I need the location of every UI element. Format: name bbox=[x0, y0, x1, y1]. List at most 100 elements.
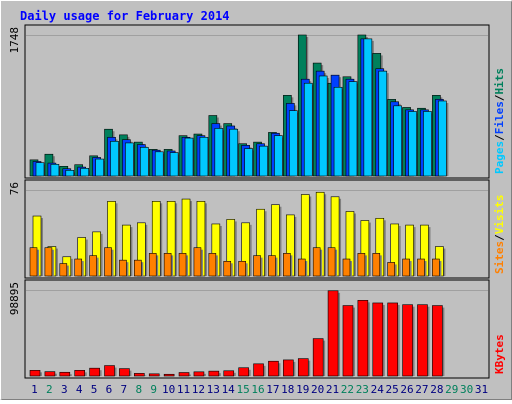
bar-pages-day-6 bbox=[111, 141, 119, 176]
x-tick-label-day-4: 4 bbox=[76, 383, 83, 396]
x-tick-label-day-3: 3 bbox=[61, 383, 68, 396]
legend-item-visits_sites-2: Visits bbox=[493, 195, 506, 235]
bar-kbytes-day-9 bbox=[149, 374, 159, 376]
legend-item-hits_files_pages-4: Hits bbox=[493, 68, 506, 95]
bar-kbytes-day-13 bbox=[209, 371, 219, 376]
bar-kbytes-day-5 bbox=[90, 368, 100, 376]
legend-item-hits_files_pages-2: Files bbox=[493, 101, 506, 134]
x-tick-label-day-9: 9 bbox=[150, 383, 157, 396]
bar-sites-day-1 bbox=[30, 248, 37, 276]
x-tick-label-day-15: 15 bbox=[236, 383, 249, 396]
bar-kbytes-day-18 bbox=[283, 360, 293, 376]
bar-sites-day-12 bbox=[194, 248, 201, 276]
bar-sites-day-7 bbox=[119, 260, 126, 276]
bar-kbytes-day-27 bbox=[417, 305, 427, 376]
bar-kbytes-day-19 bbox=[298, 359, 308, 376]
bar-pages-day-21 bbox=[334, 87, 342, 176]
bar-sites-day-2 bbox=[45, 248, 52, 276]
bar-sites-day-19 bbox=[298, 259, 305, 276]
bar-sites-day-6 bbox=[105, 248, 112, 276]
bar-pages-day-25 bbox=[394, 106, 402, 176]
bar-kbytes-day-11 bbox=[179, 373, 189, 376]
bar-pages-day-20 bbox=[319, 76, 327, 176]
x-tick-label-day-18: 18 bbox=[281, 383, 294, 396]
bar-sites-day-22 bbox=[343, 259, 350, 276]
bar-sites-day-4 bbox=[75, 259, 82, 276]
bar-sites-day-17 bbox=[268, 256, 275, 276]
bar-pages-day-26 bbox=[409, 111, 417, 176]
bar-pages-day-28 bbox=[438, 101, 446, 176]
bar-pages-day-15 bbox=[245, 149, 253, 176]
x-tick-label-day-23: 23 bbox=[356, 383, 369, 396]
bar-sites-day-8 bbox=[134, 260, 141, 276]
bar-kbytes-day-24 bbox=[373, 303, 383, 376]
legend-item-visits_sites-0: Sites bbox=[493, 241, 506, 274]
bar-kbytes-day-8 bbox=[134, 373, 144, 376]
bar-sites-day-13 bbox=[209, 253, 216, 276]
bar-sites-day-15 bbox=[239, 261, 246, 276]
bar-pages-day-12 bbox=[200, 137, 208, 176]
x-tick-label-day-26: 26 bbox=[400, 383, 413, 396]
bar-pages-day-18 bbox=[289, 111, 297, 176]
bar-kbytes-day-2 bbox=[45, 372, 55, 376]
x-tick-label-day-24: 24 bbox=[371, 383, 385, 396]
x-tick-label-day-2: 2 bbox=[46, 383, 53, 396]
x-tick-label-day-29: 29 bbox=[445, 383, 458, 396]
x-tick-label-day-6: 6 bbox=[106, 383, 113, 396]
bar-pages-day-17 bbox=[274, 136, 282, 176]
x-tick-label-day-19: 19 bbox=[296, 383, 309, 396]
bar-pages-day-1 bbox=[36, 163, 44, 176]
ymax-label-kbytes: 98895 bbox=[8, 282, 21, 315]
bar-kbytes-day-10 bbox=[164, 374, 174, 376]
bar-sites-day-24 bbox=[373, 253, 380, 276]
bar-kbytes-day-12 bbox=[194, 372, 204, 376]
bar-kbytes-day-3 bbox=[60, 372, 70, 376]
bar-sites-day-18 bbox=[283, 253, 290, 276]
legend-item-kbytes-0: KBytes bbox=[493, 334, 506, 374]
bar-pages-day-7 bbox=[125, 143, 133, 176]
ymax-label-visits_sites: 76 bbox=[8, 182, 21, 195]
x-tick-label-day-16: 16 bbox=[251, 383, 264, 396]
bar-kbytes-day-16 bbox=[254, 364, 264, 376]
bar-pages-day-11 bbox=[185, 138, 193, 176]
x-tick-label-day-22: 22 bbox=[341, 383, 354, 396]
bar-sites-day-16 bbox=[254, 256, 261, 276]
bar-kbytes-day-21 bbox=[328, 291, 338, 376]
bar-sites-day-3 bbox=[60, 264, 67, 276]
bar-kbytes-day-14 bbox=[224, 371, 234, 376]
x-tick-label-day-1: 1 bbox=[31, 383, 38, 396]
x-tick-label-day-13: 13 bbox=[207, 383, 220, 396]
bar-sites-day-27 bbox=[417, 259, 424, 276]
bar-pages-day-27 bbox=[423, 111, 431, 176]
bar-pages-day-8 bbox=[140, 147, 148, 176]
bar-kbytes-day-1 bbox=[30, 370, 40, 376]
bar-pages-day-14 bbox=[230, 129, 238, 176]
x-tick-label-day-5: 5 bbox=[91, 383, 98, 396]
bar-kbytes-day-7 bbox=[119, 369, 129, 376]
bar-kbytes-day-22 bbox=[343, 306, 353, 376]
bar-sites-day-5 bbox=[90, 256, 97, 276]
bar-sites-day-9 bbox=[149, 253, 156, 276]
bar-kbytes-day-25 bbox=[388, 303, 398, 376]
bar-sites-day-26 bbox=[403, 259, 410, 276]
bar-sites-day-10 bbox=[164, 253, 171, 276]
bar-pages-day-4 bbox=[81, 168, 89, 176]
bar-kbytes-day-28 bbox=[432, 306, 442, 376]
bar-pages-day-13 bbox=[215, 128, 223, 176]
bar-pages-day-24 bbox=[379, 71, 387, 176]
x-tick-label-day-11: 11 bbox=[177, 383, 190, 396]
bar-sites-day-20 bbox=[313, 248, 320, 276]
legend-kbytes: KBytes bbox=[493, 334, 506, 374]
chart-title: Daily usage for February 2014 bbox=[20, 9, 230, 23]
bar-pages-day-3 bbox=[66, 170, 74, 176]
legend-item-hits_files_pages-0: Pages bbox=[493, 141, 506, 174]
bar-pages-day-10 bbox=[170, 153, 178, 176]
bar-pages-day-5 bbox=[96, 159, 104, 176]
x-tick-label-day-14: 14 bbox=[222, 383, 236, 396]
bar-pages-day-23 bbox=[364, 39, 372, 176]
x-tick-label-day-8: 8 bbox=[135, 383, 142, 396]
x-tick-label-day-31: 31 bbox=[475, 383, 488, 396]
ymax-label-hits_files_pages: 1748 bbox=[8, 27, 21, 54]
legend-hits_files_pages: Pages/Files/Hits bbox=[493, 68, 506, 174]
